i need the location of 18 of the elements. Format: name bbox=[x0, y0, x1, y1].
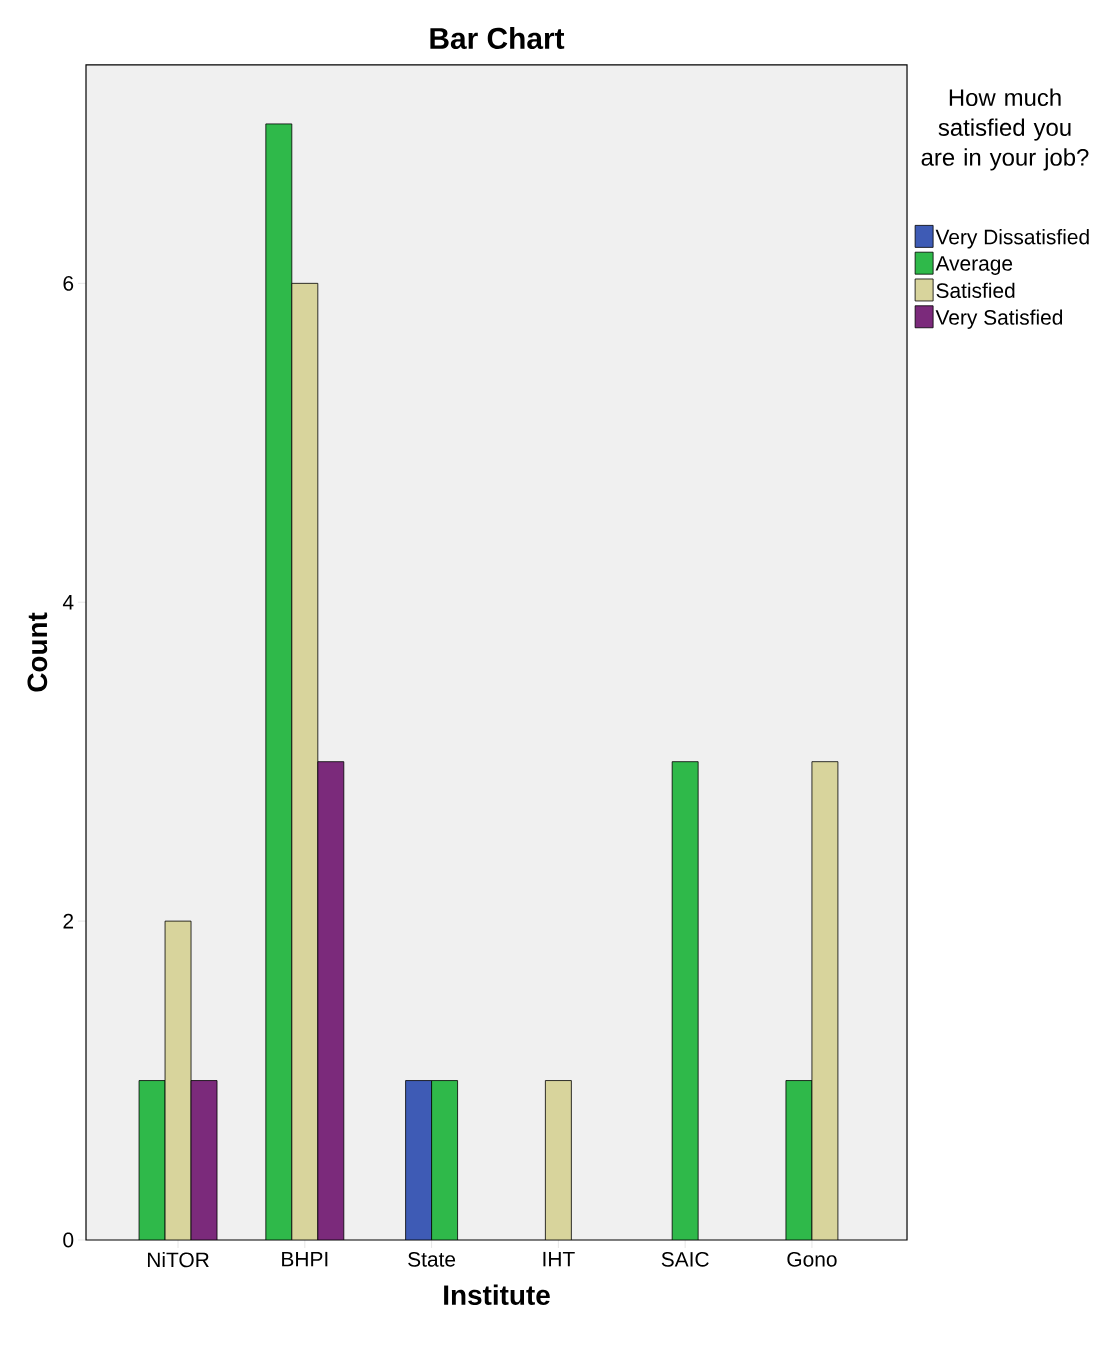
y-tick-label: 4 bbox=[62, 595, 74, 610]
x-tick-label: SAIC bbox=[661, 1251, 709, 1267]
chart-title: Bar Chart bbox=[430, 27, 565, 50]
x-tick-label: State bbox=[408, 1251, 456, 1267]
x-tick-label: IHT bbox=[543, 1251, 575, 1267]
x-tick-label: NiTOR bbox=[147, 1251, 209, 1268]
x-axis-title: Institute bbox=[444, 1284, 550, 1305]
y-tick-label: 6 bbox=[63, 275, 74, 291]
y-axis-title: Count bbox=[27, 612, 48, 692]
x-tick-label: Gono bbox=[787, 1251, 837, 1267]
legend-label: Average bbox=[935, 256, 1013, 275]
x-tick-label: BHPI bbox=[282, 1251, 328, 1267]
y-tick-label: 2 bbox=[63, 913, 74, 929]
legend-label: Very Satisfied bbox=[935, 309, 1063, 329]
legend-label: Satisfied bbox=[936, 282, 1015, 299]
legend-label: Very Dissatisfied bbox=[935, 229, 1089, 249]
legend-title: How much satisfied you are in your job? bbox=[921, 88, 1089, 171]
y-tick-label: 0 bbox=[63, 1232, 74, 1248]
